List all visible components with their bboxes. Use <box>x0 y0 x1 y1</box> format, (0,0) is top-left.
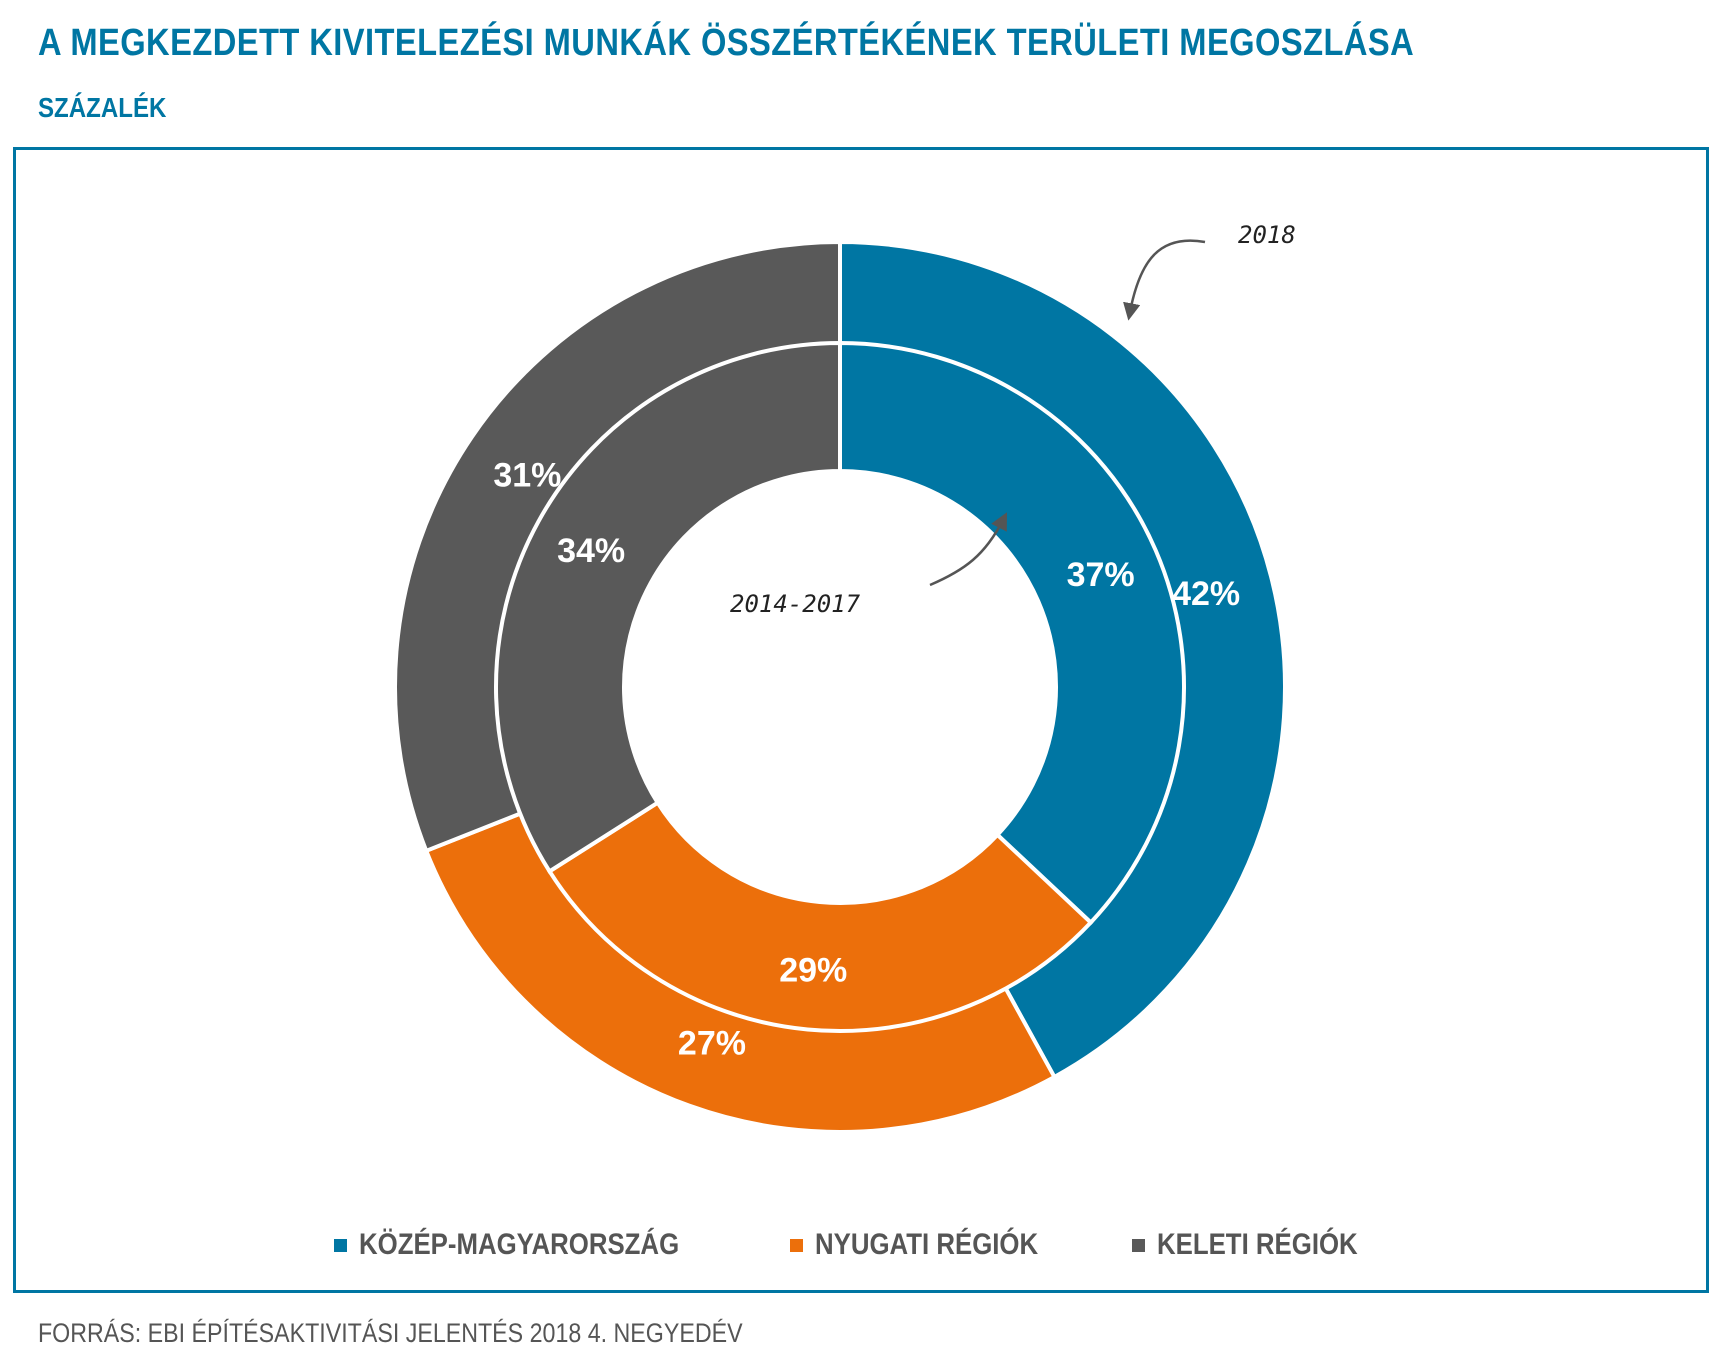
inner-ring-slice <box>494 340 842 875</box>
arrow-outer-ring <box>1128 239 1205 310</box>
legend-swatch <box>334 1238 348 1252</box>
donut-labels: 42% 27% 31% 37% 29% 34% <box>493 457 1240 1063</box>
outer-ring-value-label: 27% <box>678 1025 746 1063</box>
legend-item-kozep-magyarorszag: KÖZÉP-MAGYARORSZÁG <box>334 1228 731 1262</box>
legend-item-keleti-regiok: KELETI RÉGIÓK <box>1132 1228 1390 1262</box>
legend-label: KÖZÉP-MAGYARORSZÁG <box>359 1228 680 1261</box>
donut-rings <box>393 239 1288 1134</box>
legend-item-nyugati-regiok: NYUGATI RÉGIÓK <box>789 1228 1074 1262</box>
legend-swatch <box>1132 1238 1146 1252</box>
inner-ring-value-label: 34% <box>557 532 625 570</box>
outer-ring-value-label: 42% <box>1172 575 1240 613</box>
chart-frame <box>13 147 1709 1293</box>
chart-subtitle: SZÁZALÉK <box>38 92 167 123</box>
legend-label: NYUGATI RÉGIÓK <box>814 1228 1038 1261</box>
chart-title: A MEGKEZDETT KIVITELEZÉSI MUNKÁK ÖSSZÉRT… <box>38 22 1415 64</box>
outer-ring-value-label: 31% <box>493 457 561 495</box>
pointer-2018 <box>1123 239 1206 321</box>
chart-legend: KÖZÉP-MAGYARORSZÁG NYUGATI RÉGIÓK KELETI… <box>0 1228 1725 1262</box>
legend-swatch <box>789 1238 803 1252</box>
legend-label: KELETI RÉGIÓK <box>1157 1228 1358 1261</box>
annotation-arrow-outer <box>1130 240 1208 262</box>
inner-ring-value-label: 37% <box>1067 556 1135 594</box>
annotation-2014-2017: 2014-2017 <box>730 590 861 618</box>
pointer-2014-2017 <box>929 512 1008 587</box>
source-note: FORRÁS: EBI ÉPÍTÉSAKTIVITÁSI JELENTÉS 20… <box>38 1318 743 1348</box>
inner-ring-value-label: 29% <box>779 952 847 990</box>
inner-ring-slice <box>838 340 1186 926</box>
inner-ring-slice <box>546 799 1094 1033</box>
annotation-2018: 2018 <box>1238 221 1296 249</box>
